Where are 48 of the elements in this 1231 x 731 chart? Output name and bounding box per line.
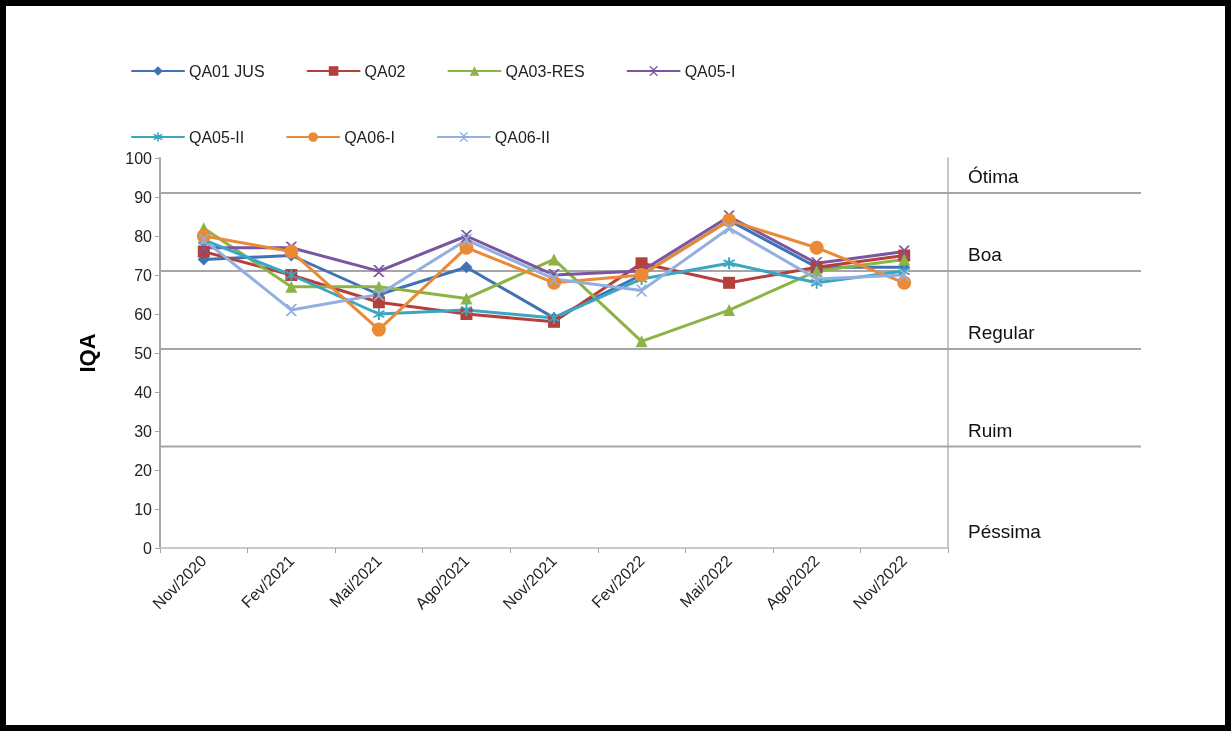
point (285, 304, 298, 317)
ref-line-label: Regular (968, 322, 1036, 344)
point (371, 322, 386, 337)
point (285, 280, 298, 293)
point (723, 257, 736, 270)
point (372, 308, 385, 320)
legend-label: QA01 JUS (189, 62, 265, 80)
ref-line-label: Ótima (968, 166, 1020, 188)
point (372, 265, 385, 278)
y-tick-label: 30 (134, 422, 153, 440)
ref-line-label: Boa (968, 244, 1003, 266)
legend-label: QA06-II (494, 128, 550, 146)
y-tick-label: 100 (125, 149, 153, 167)
point (635, 284, 648, 297)
y-tick-label: 40 (134, 383, 153, 401)
point (723, 276, 736, 289)
y-tick-label: 10 (134, 500, 153, 518)
y-tick-label: 80 (134, 227, 153, 245)
point (898, 269, 911, 281)
point (810, 257, 823, 270)
y-tick-label: 60 (134, 305, 153, 323)
legend-label: QA02 (364, 62, 406, 80)
text: Péssima (968, 521, 1042, 542)
point (548, 272, 560, 285)
legend-label: QA03-RES (505, 62, 585, 80)
y-tick-label: 70 (134, 266, 153, 284)
ref-line-label: Ruim (968, 419, 1013, 441)
y-tick-label: 0 (143, 539, 153, 557)
point (898, 245, 911, 258)
point (460, 304, 473, 317)
y-tick-label: 90 (134, 188, 153, 206)
y-tick-label: 50 (134, 344, 153, 362)
legend-label: QA05-II (189, 128, 245, 146)
point (460, 261, 473, 274)
point (809, 240, 824, 255)
y-tick-label: 20 (134, 461, 153, 479)
point (284, 244, 299, 259)
legend-label: QA06-I (344, 128, 395, 146)
legend-label: QA05-I (684, 62, 736, 80)
point (898, 253, 911, 266)
point (635, 335, 648, 348)
y-axis-title: IQA (74, 333, 100, 373)
point (548, 253, 560, 266)
point (460, 233, 473, 246)
point (810, 272, 823, 285)
point (723, 222, 736, 235)
point (723, 304, 736, 317)
point (460, 292, 473, 305)
